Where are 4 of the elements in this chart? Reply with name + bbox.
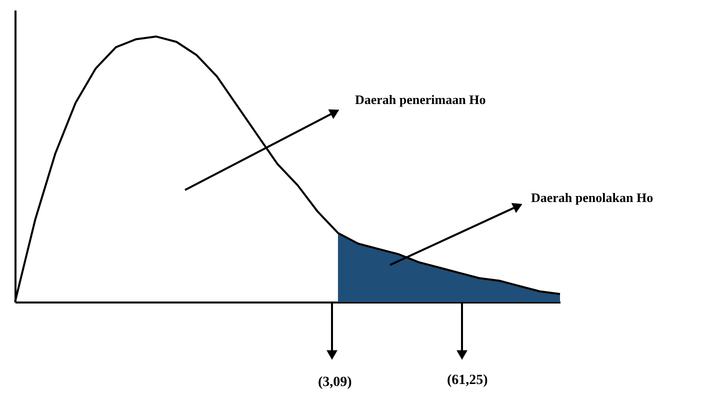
text: (3,09) bbox=[318, 375, 352, 390]
annotation: Daerah penolakan Ho bbox=[531, 190, 654, 205]
annotation: Daerah penerimaan Ho bbox=[355, 92, 486, 107]
text: (61,25) bbox=[447, 373, 488, 388]
